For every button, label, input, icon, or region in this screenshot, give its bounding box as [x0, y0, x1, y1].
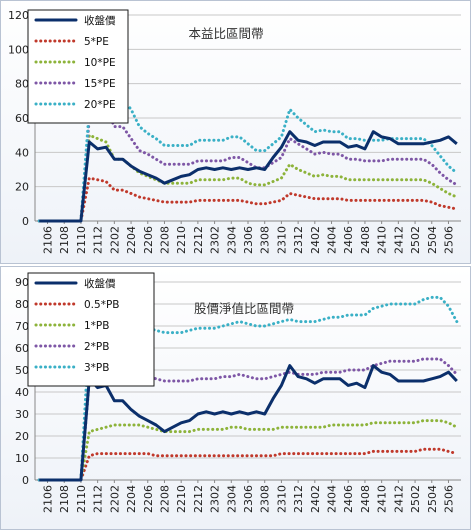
chart1-y-tick-label: 10	[15, 452, 29, 465]
chart1-legend-label-0-5-pb: 0.5*PB	[84, 299, 119, 311]
chart0-x-tick-label: 2502	[409, 226, 422, 254]
chart1-x-tick-label: 2208	[158, 485, 171, 513]
chart0-x-tick-label: 2304	[225, 226, 238, 254]
chart1-x-tick-label: 2212	[192, 485, 205, 513]
pb-band-chart: 0 10 20 30 40 50 60 70 80 90 2106 2108 2110 2112 2202 2…	[0, 266, 471, 530]
chart1-x-tick-label: 2410	[376, 485, 389, 513]
chart0-x-tick-label: 2310	[275, 226, 288, 254]
chart1-x-tick-label: 2304	[225, 485, 238, 513]
chart0-legend-label-20-pe: 20*PE	[84, 99, 116, 111]
chart1-y-tick-label: 30	[15, 408, 29, 421]
chart1-legend-label-1-pb: 1*PB	[84, 320, 109, 332]
chart0-x-tick-label: 2112	[92, 226, 105, 254]
chart0-x-tick-label: 2404	[326, 226, 339, 254]
chart0-x-tick-label: 2410	[376, 226, 389, 254]
chart1-x-tick-label: 2310	[275, 485, 288, 513]
chart1-y-tick-label: 40	[15, 386, 29, 399]
chart1-y-tick-label: 70	[15, 320, 29, 333]
chart0-series-line-10-pe	[37, 133, 459, 223]
chart0-y-tick-label: 0	[22, 215, 29, 228]
chart0-legend-label-10-pe: 10*PE	[84, 57, 116, 69]
chart0-y-tick-label: 100	[8, 43, 29, 56]
chart0-x-tick-label: 2504	[426, 226, 439, 254]
chart1-x-tick-label: 2202	[108, 485, 121, 513]
chart0-y-tick-label: 20	[15, 181, 29, 194]
chart1-y-tick-label: 60	[15, 342, 29, 355]
chart0-x-tick-label: 2210	[175, 226, 188, 254]
chart0-y-tick-label: 60	[15, 112, 29, 125]
chart0-x-tick-label: 2202	[108, 226, 121, 254]
chart1-x-tick-label: 2110	[75, 485, 88, 513]
chart0-chart-title: 本益比區間帶	[188, 26, 263, 41]
chart1-series-line-0-5-pb	[37, 447, 459, 482]
chart0-x-tick-label: 2402	[309, 226, 322, 254]
chart0-legend-label-15-pe: 15*PE	[84, 78, 116, 90]
chart1-x-tick-label: 2408	[359, 485, 372, 513]
chart0-x-tick-label: 2302	[209, 226, 222, 254]
chart0-x-tick-label: 2306	[242, 226, 255, 254]
chart0-x-tick-label: 2412	[392, 226, 405, 254]
chart1-series-line-close	[39, 364, 458, 482]
chart1-x-tick-label: 2112	[92, 485, 105, 513]
chart1-x-tick-label: 2106	[42, 485, 55, 513]
chart0-x-tick-label: 2406	[342, 226, 355, 254]
chart0-x-tick-label: 2312	[292, 226, 305, 254]
chart1-x-tick-label: 2306	[242, 485, 255, 513]
chart1-legend-label-close: 收盤價	[84, 277, 116, 290]
chart1-x-tick-label: 2402	[309, 485, 322, 513]
chart0-x-tick-label: 2106	[42, 226, 55, 254]
chart1-y-tick-label: 0	[22, 474, 29, 487]
pe-band-chart-svg: 0 20 40 60 80 100 120 2106 2108 2110 2112 2202 2204 2…	[8, 9, 461, 254]
chart0-x-tick-label: 2212	[192, 226, 205, 254]
chart1-x-tick-label: 2108	[58, 485, 71, 513]
chart1-x-tick-label: 2302	[209, 485, 222, 513]
chart0-x-tick-label: 2206	[142, 226, 155, 254]
chart0-x-tick-label: 2408	[359, 226, 372, 254]
chart0-y-tick-label: 40	[15, 146, 29, 159]
chart0-series-line-15-pe	[37, 106, 459, 223]
chart1-x-tick-label: 2506	[442, 485, 455, 513]
chart1-x-tick-label: 2210	[175, 485, 188, 513]
chart0-series-line-close	[39, 130, 458, 223]
chart1-x-tick-label: 2406	[342, 485, 355, 513]
chart1-series-line-1-pb	[37, 419, 459, 482]
chart1-x-tick-label: 2206	[142, 485, 155, 513]
chart0-x-tick-label: 2108	[58, 226, 71, 254]
chart1-chart-title: 股價淨值比區間帶	[194, 301, 294, 316]
chart1-y-tick-label: 90	[15, 276, 29, 289]
chart0-x-tick-label: 2208	[158, 226, 171, 254]
chart0-y-tick-label: 120	[8, 9, 29, 22]
chart0-legend-label-close: 收盤價	[84, 14, 116, 27]
pb-band-chart-svg: 0 10 20 30 40 50 60 70 80 90 2106 2108 2110 2112 2202 2…	[15, 272, 461, 513]
chart1-x-tick-label: 2502	[409, 485, 422, 513]
chart0-y-tick-label: 80	[15, 78, 29, 91]
chart1-x-tick-label: 2308	[259, 485, 272, 513]
chart0-x-tick-label: 2110	[75, 226, 88, 254]
chart0-series-line-5-pe	[37, 176, 459, 223]
chart0-x-tick-label: 2204	[125, 226, 138, 254]
pe-band-chart: 0 20 40 60 80 100 120 2106 2108 2110 2112 2202 2204 2…	[0, 0, 471, 264]
chart1-x-tick-label: 2504	[426, 485, 439, 513]
chart1-x-tick-label: 2404	[326, 485, 339, 513]
chart1-legend-label-2-pb: 2*PB	[84, 341, 109, 353]
chart1-y-tick-label: 20	[15, 430, 29, 443]
chart0-legend-label-5-pe: 5*PE	[84, 36, 109, 48]
chart0-x-tick-label: 2308	[259, 226, 272, 254]
chart1-y-tick-label: 80	[15, 298, 29, 311]
chart1-x-tick-label: 2204	[125, 485, 138, 513]
chart1-x-tick-label: 2312	[292, 485, 305, 513]
chart1-legend-label-3-pb: 3*PB	[84, 362, 109, 374]
chart1-x-tick-label: 2412	[392, 485, 405, 513]
chart1-y-tick-label: 50	[15, 364, 29, 377]
chart0-x-tick-label: 2506	[442, 226, 455, 254]
